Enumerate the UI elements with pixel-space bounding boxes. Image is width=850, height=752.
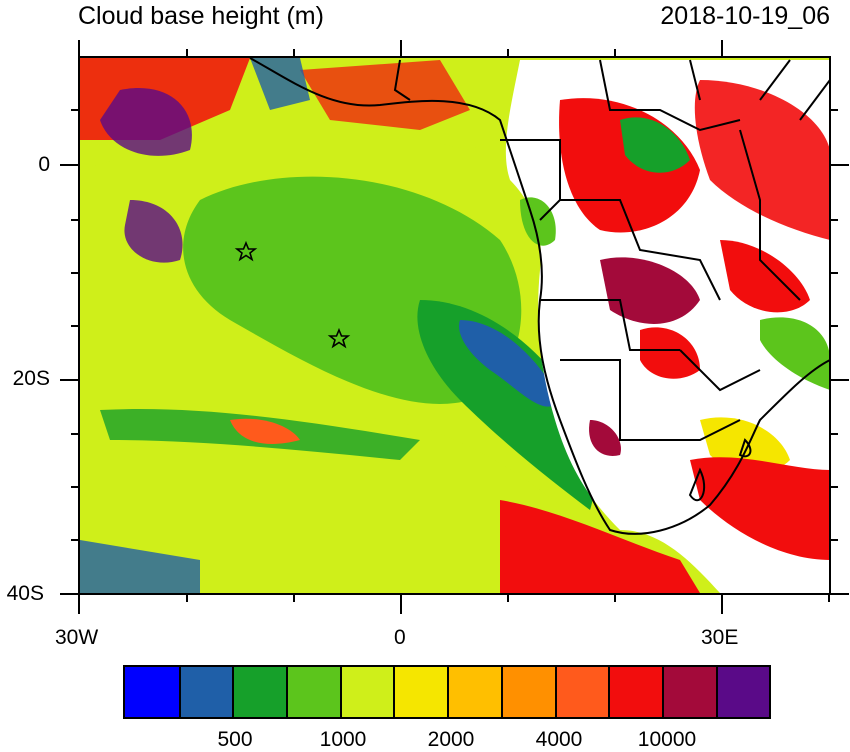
colorbar-label: 1000	[319, 728, 367, 751]
colorbar-bin	[500, 667, 555, 717]
star-markers	[234, 240, 351, 349]
cloud-field	[80, 58, 830, 593]
lon-label-30e: 30E	[701, 626, 739, 649]
star-marker	[234, 240, 258, 262]
map-title: Cloud base height (m)	[78, 2, 324, 30]
colorbar	[123, 665, 772, 719]
lat-label-20s: 20S	[12, 367, 50, 390]
colorbar-bin	[661, 667, 716, 717]
lon-label-0: 0	[394, 626, 406, 649]
colorbar-bin	[554, 667, 609, 717]
colorbar-bin	[393, 667, 448, 717]
colorbar-bin	[608, 667, 662, 717]
colorbar-bin	[715, 667, 770, 717]
colorbar-bin	[286, 667, 340, 717]
colorbar-label: 500	[217, 728, 253, 751]
colorbar-bin	[178, 667, 233, 717]
colorbar-bin	[339, 667, 394, 717]
lat-label-0: 0	[38, 153, 50, 176]
colorbar-bin	[232, 667, 287, 717]
lon-label-30w: 30W	[55, 626, 99, 649]
star-marker	[327, 327, 351, 349]
colorbar-label: 2000	[427, 728, 475, 751]
map-timestamp: 2018-10-19_06	[660, 2, 830, 30]
colorbar-bin	[125, 667, 179, 717]
colorbar-bin	[447, 667, 501, 717]
coastline	[249, 58, 830, 535]
colorbar-label: 10000	[637, 728, 697, 751]
colorbar-label: 4000	[535, 728, 583, 751]
lat-label-40s: 40S	[6, 582, 44, 605]
axis-ticks	[60, 40, 849, 614]
